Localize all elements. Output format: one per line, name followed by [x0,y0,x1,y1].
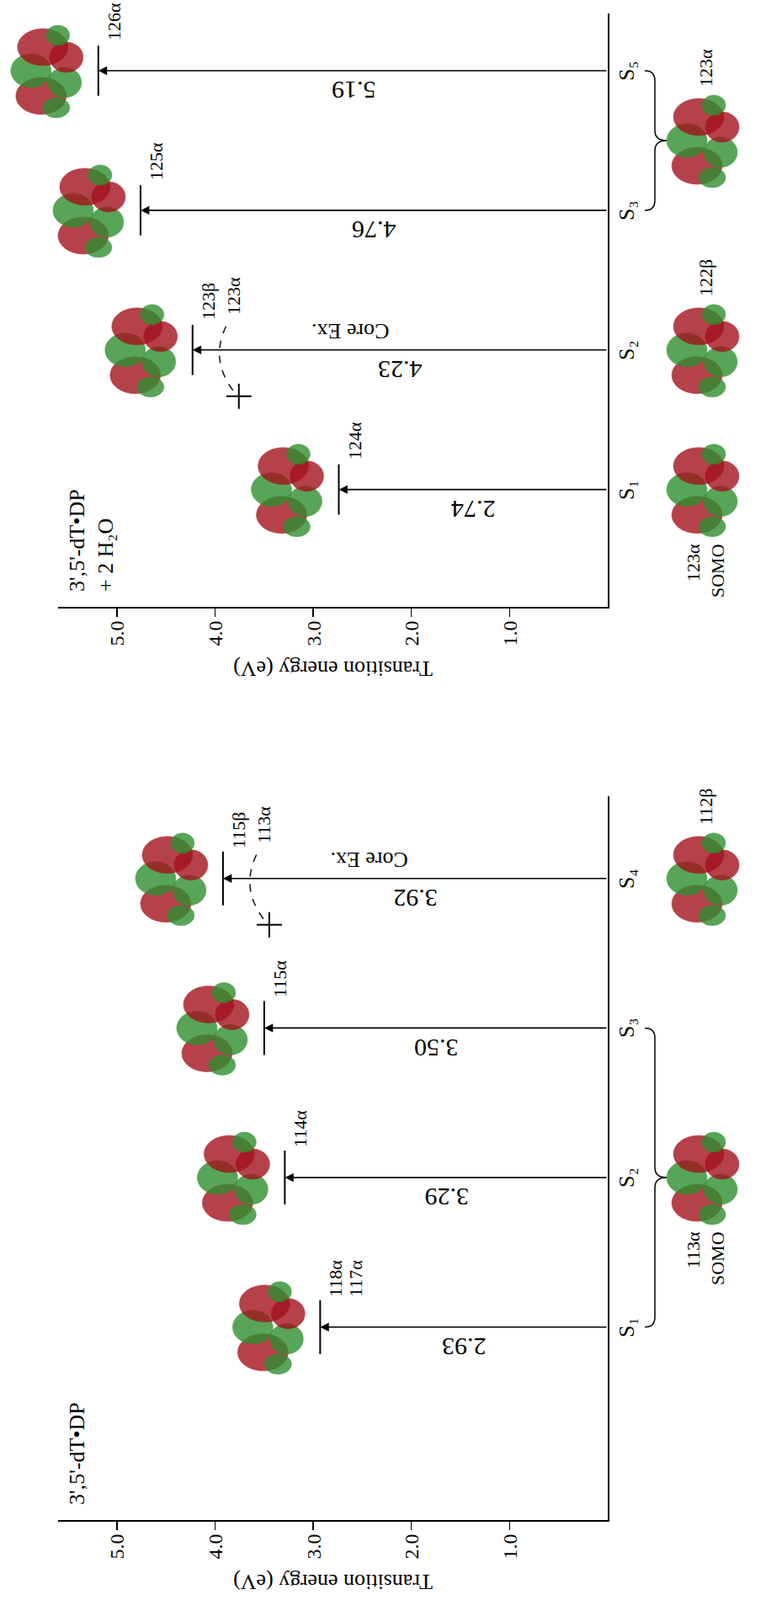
svg-text:126α: 126α [103,2,125,41]
svg-text:S₄: S₄ [614,868,639,889]
svg-text:Core Ex.: Core Ex. [329,847,408,873]
svg-text:3.50: 3.50 [414,1034,459,1063]
svg-text:112β: 112β [695,788,717,825]
svg-text:S₁: S₁ [614,479,639,501]
svg-text:2.93: 2.93 [441,1333,487,1362]
svg-text:123α: 123α [223,276,245,315]
svg-text:1.0: 1.0 [499,1533,522,1559]
svg-text:117α: 117α [345,1260,367,1298]
svg-text:S₂: S₂ [614,340,639,361]
svg-text:3.0: 3.0 [303,620,325,646]
svg-text:123α: 123α [695,48,717,87]
svg-text:3',5'-dT•DP: 3',5'-dT•DP [64,1402,90,1506]
svg-text:5.19: 5.19 [331,76,377,105]
svg-text:3.92: 3.92 [393,884,438,913]
svg-text:114α: 114α [289,1110,311,1148]
svg-text:123αSOMO: 123αSOMO [682,543,729,598]
svg-text:4.0: 4.0 [204,1533,227,1559]
svg-text:2.74: 2.74 [451,495,496,524]
svg-text:S₃: S₃ [614,1017,639,1038]
svg-text:3.0: 3.0 [303,1533,325,1559]
svg-text:118α: 118α [324,1260,346,1298]
svg-text:S₂: S₂ [614,1167,639,1188]
svg-text:115α: 115α [269,960,291,998]
svg-text:S₃: S₃ [614,200,639,221]
svg-text:4.23: 4.23 [377,356,423,384]
svg-text:Core Ex.: Core Ex. [311,319,389,344]
svg-text:Transition energy (eV): Transition energy (eV) [233,656,433,681]
svg-text:2.0: 2.0 [400,620,423,646]
svg-text:4.0: 4.0 [204,620,227,646]
svg-text:124α: 124α [344,421,366,460]
svg-text:113α: 113α [253,806,275,844]
svg-text:3',5'-dT•DP+ 2 H₂O: 3',5'-dT•DP+ 2 H₂O [64,489,118,592]
svg-text:1.0: 1.0 [499,620,522,646]
svg-text:S₁: S₁ [614,1317,639,1338]
svg-text:Transition energy (eV): Transition energy (eV) [233,1569,433,1595]
svg-text:3.29: 3.29 [425,1183,469,1212]
svg-text:115β: 115β [228,812,250,849]
svg-text:2.0: 2.0 [400,1533,423,1559]
svg-text:4.76: 4.76 [351,216,397,245]
svg-text:5.0: 5.0 [106,620,128,646]
svg-text:5.0: 5.0 [106,1533,128,1559]
svg-text:S₅: S₅ [614,60,639,81]
svg-text:123β: 123β [197,282,219,320]
svg-text:113αSOMO: 113αSOMO [682,1231,729,1286]
svg-text:125α: 125α [145,142,167,181]
svg-text:122β: 122β [695,259,717,297]
